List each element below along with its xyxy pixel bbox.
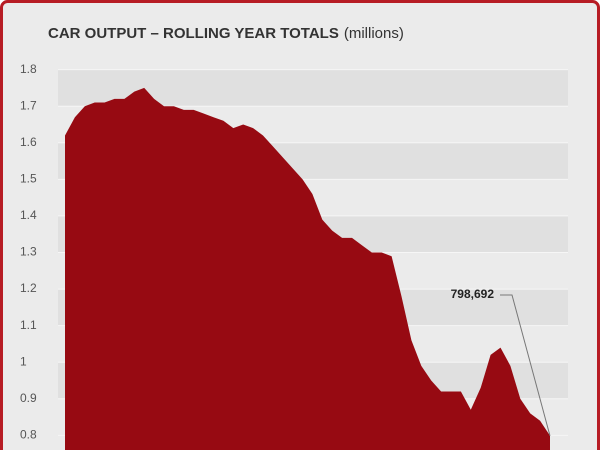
y-tick-label: 1 bbox=[20, 354, 27, 368]
title: CAR OUTPUT – ROLLING YEAR TOTALS bbox=[48, 25, 339, 42]
annotation-leader bbox=[500, 294, 551, 436]
y-tick-label: 1.6 bbox=[20, 135, 37, 149]
y-tick-label: 1.5 bbox=[20, 172, 37, 186]
annotation: 798,692 bbox=[451, 287, 495, 301]
y-tick-label: 1.8 bbox=[20, 62, 37, 76]
plot-area bbox=[58, 69, 568, 450]
y-tick-label: 0.9 bbox=[20, 391, 37, 405]
subtitle: (millions) bbox=[344, 25, 404, 42]
y-tick-label: 1.3 bbox=[20, 245, 37, 259]
y-tick-label: 1.4 bbox=[20, 208, 37, 222]
y-tick-label: 1.7 bbox=[20, 98, 37, 112]
area bbox=[65, 87, 550, 450]
y-tick-label: 1.1 bbox=[20, 318, 37, 332]
chart-title: CAR OUTPUT – ROLLING YEAR TOTALS (million… bbox=[48, 25, 404, 42]
y-tick-label: 0.8 bbox=[20, 428, 37, 442]
y-tick-label: 1.2 bbox=[20, 281, 37, 295]
